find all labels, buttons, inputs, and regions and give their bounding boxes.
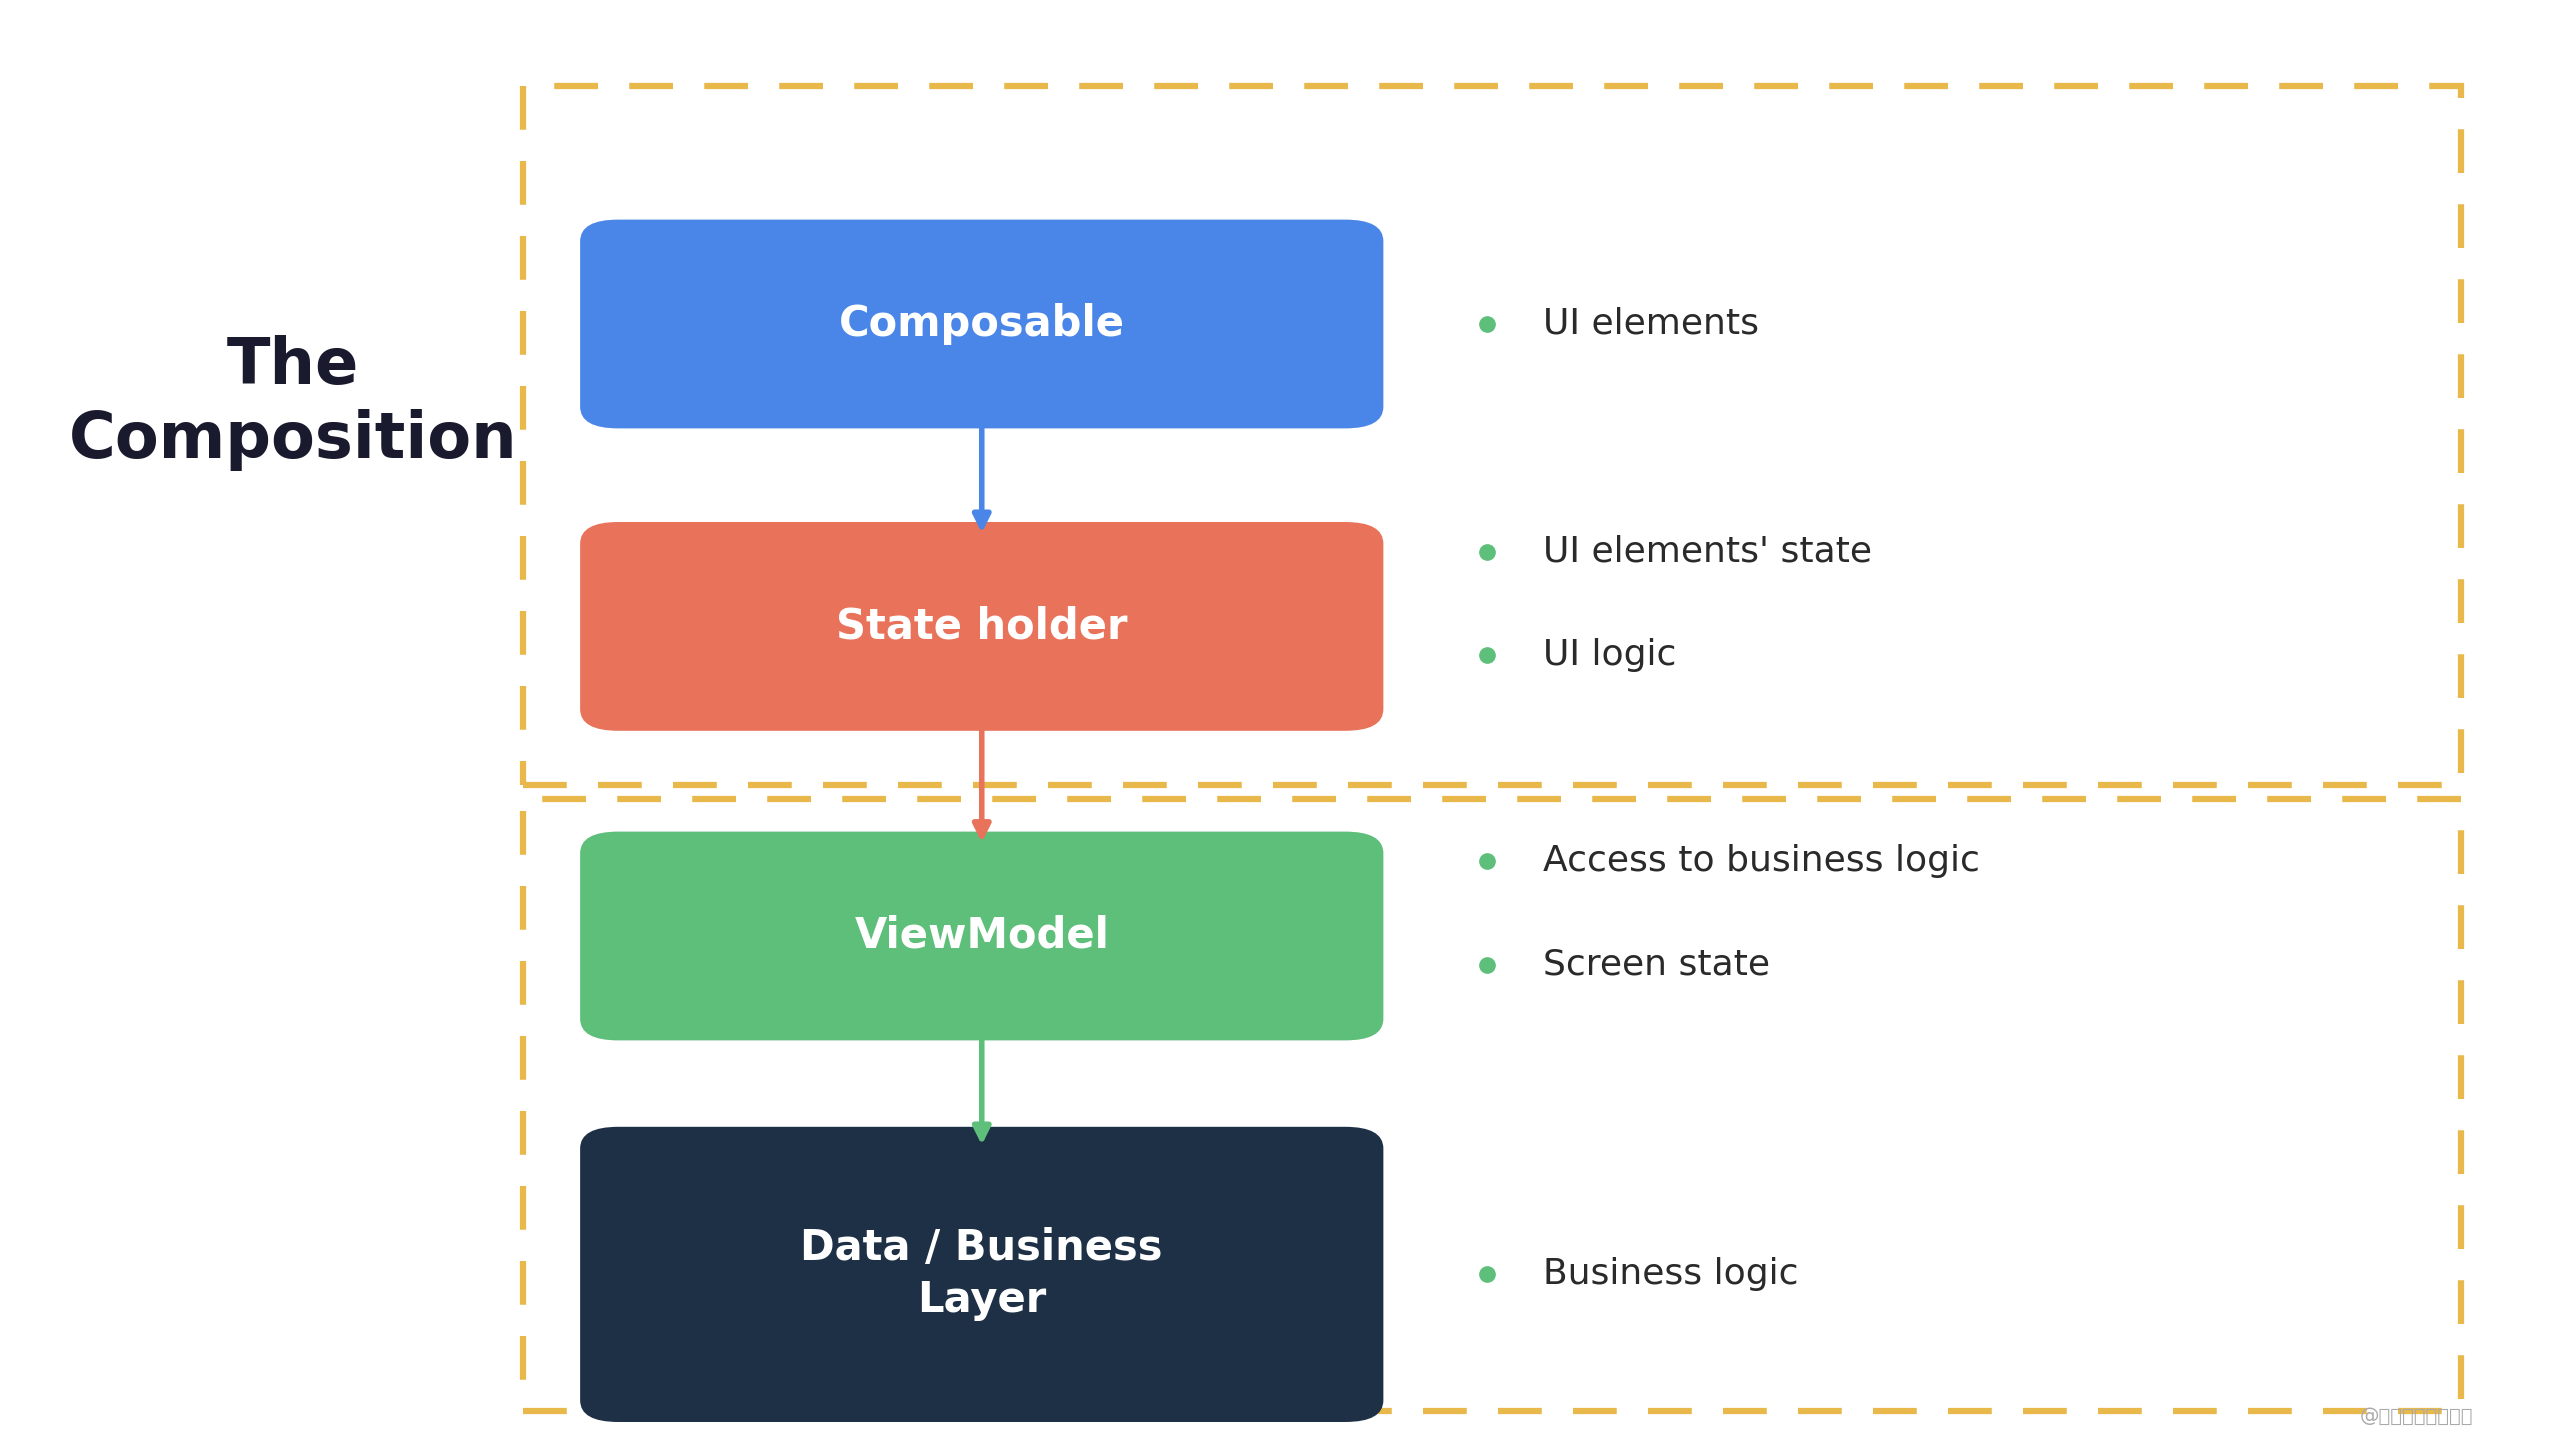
Text: @扮土团全技术社区: @扮土团全技术社区 [2359,1407,2474,1426]
Text: State holder: State holder [836,605,1127,648]
Text: Business logic: Business logic [1543,1257,1798,1292]
Text: Screen state: Screen state [1543,948,1770,982]
FancyBboxPatch shape [581,219,1382,429]
Text: UI logic: UI logic [1543,638,1675,672]
Text: Data / Business
Layer: Data / Business Layer [801,1227,1163,1322]
FancyBboxPatch shape [581,832,1382,1040]
Text: UI elements' state: UI elements' state [1543,534,1872,569]
Bar [523,799,2461,1411]
Text: Access to business logic: Access to business logic [1543,844,1979,878]
Text: Composable: Composable [839,302,1125,346]
FancyBboxPatch shape [581,1126,1382,1423]
Text: ViewModel: ViewModel [854,914,1109,958]
Text: UI elements: UI elements [1543,307,1760,341]
Text: The
Composition: The Composition [69,336,518,471]
FancyBboxPatch shape [581,523,1382,732]
Bar [523,86,2461,785]
